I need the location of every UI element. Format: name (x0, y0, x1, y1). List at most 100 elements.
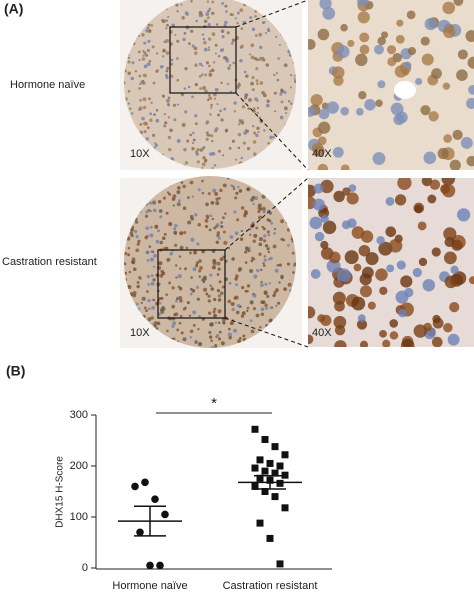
nucleus (194, 213, 198, 217)
nucleus (177, 186, 181, 190)
data-point (281, 451, 289, 459)
nucleus (243, 131, 247, 135)
nucleus (235, 274, 239, 279)
nucleus (264, 244, 269, 248)
nucleus (222, 255, 225, 258)
nucleus (213, 163, 217, 167)
nucleus (149, 210, 152, 213)
nucleus (196, 160, 200, 164)
nucleus (185, 161, 188, 165)
nucleus (181, 123, 186, 127)
nucleus (250, 329, 255, 334)
nucleus (407, 46, 417, 56)
nucleus (420, 36, 430, 46)
nucleus (185, 12, 189, 16)
nucleus (262, 262, 265, 265)
nucleus (385, 197, 395, 206)
nucleus (413, 324, 427, 338)
nucleus (385, 226, 397, 238)
nucleus (379, 286, 388, 295)
nucleus (161, 307, 166, 312)
nucleus (314, 231, 325, 242)
nucleus (168, 281, 172, 285)
nucleus (168, 192, 172, 196)
nucleus (189, 180, 194, 185)
nucleus (244, 93, 248, 97)
nucleus (202, 37, 206, 41)
nucleus (308, 106, 316, 117)
nucleus (209, 214, 213, 218)
nucleus (218, 330, 222, 334)
nucleus (231, 257, 235, 261)
nucleus (468, 84, 474, 95)
nucleus (218, 196, 221, 200)
nucleus (423, 151, 437, 165)
nucleus (245, 247, 249, 252)
nucleus (290, 237, 294, 241)
nucleus (193, 250, 197, 255)
nucleus (336, 45, 350, 59)
nucleus (189, 336, 193, 339)
nucleus (173, 227, 177, 231)
nucleus (212, 258, 216, 263)
nucleus (246, 147, 251, 151)
nucleus (265, 63, 270, 67)
nucleus (130, 233, 134, 238)
nucleus (252, 307, 257, 311)
nucleus (180, 331, 184, 335)
nucleus (148, 245, 152, 248)
nucleus (267, 142, 270, 145)
nucleus (292, 271, 295, 274)
nucleus (311, 142, 324, 155)
nucleus (168, 147, 172, 152)
nucleus (244, 96, 248, 100)
nucleus (283, 106, 288, 111)
nucleus (172, 194, 177, 199)
nucleus (220, 29, 225, 33)
nucleus (275, 288, 279, 292)
nucleus (143, 41, 147, 45)
nucleus (162, 236, 166, 240)
nucleus (150, 24, 154, 27)
nucleus (274, 110, 277, 113)
nucleus (206, 216, 210, 220)
nucleus (127, 247, 131, 250)
nucleus (437, 147, 449, 160)
nucleus (252, 293, 257, 298)
nucleus (241, 105, 246, 109)
nucleus (275, 71, 279, 75)
nucleus (176, 328, 180, 332)
nucleus (142, 74, 145, 77)
nucleus (308, 39, 316, 50)
nucleus (147, 26, 150, 29)
nucleus (254, 14, 257, 18)
nucleus (139, 277, 142, 281)
nucleus (204, 89, 208, 93)
nucleus (211, 346, 215, 348)
nucleus (255, 133, 259, 137)
nucleus (365, 252, 379, 266)
nucleus (424, 18, 437, 31)
nucleus (255, 79, 259, 83)
nucleus (220, 224, 224, 229)
nucleus (146, 258, 150, 262)
nucleus (145, 28, 149, 33)
nucleus (176, 57, 179, 60)
nucleus (197, 222, 202, 227)
nucleus (332, 66, 345, 79)
nucleus (359, 340, 369, 347)
nucleus (280, 89, 284, 94)
nucleus (185, 246, 189, 250)
nucleus (247, 107, 251, 110)
nucleus (205, 137, 209, 141)
nucleus (124, 81, 126, 85)
nucleus (255, 226, 259, 230)
y-tick-label: 300 (70, 409, 88, 421)
nucleus (249, 268, 254, 274)
nucleus (210, 103, 213, 107)
nucleus (142, 49, 145, 53)
nucleus (132, 290, 137, 295)
nucleus (414, 204, 423, 213)
nucleus (320, 214, 329, 223)
nucleus (260, 307, 265, 312)
